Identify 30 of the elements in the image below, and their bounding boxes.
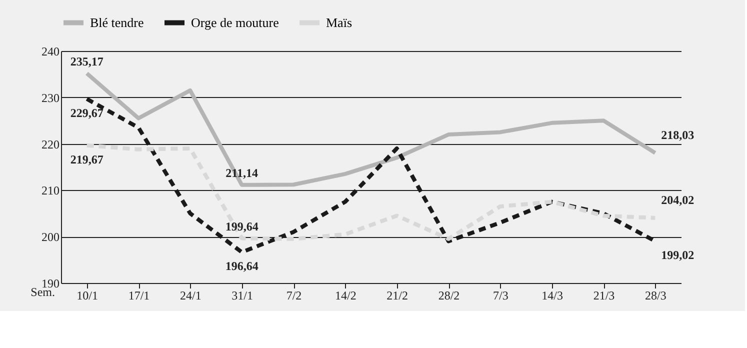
x-tick-label: 21/3 — [593, 288, 615, 302]
x-tick-label: 14/2 — [334, 288, 356, 302]
y-tick-label: 190 — [42, 276, 60, 290]
legend-label: Orge de mouture — [191, 14, 280, 30]
data-label: 199,02 — [661, 248, 694, 262]
data-label: 219,67 — [70, 152, 104, 166]
y-tick-label: 230 — [42, 90, 60, 105]
data-label: 199,64 — [225, 219, 258, 234]
x-tick-label: 21/2 — [386, 288, 408, 302]
x-tick-label: 28/3 — [644, 288, 666, 302]
x-tick-label: 28/2 — [438, 288, 460, 302]
x-tick-label: 7/3 — [492, 288, 508, 302]
y-tick-label: 240 — [42, 44, 60, 58]
data-label: 229,67 — [70, 106, 104, 120]
x-tick-label: 17/1 — [128, 288, 150, 302]
x-tick-label: 14/3 — [542, 288, 564, 302]
x-tick-label: 31/1 — [232, 288, 254, 302]
data-label: 218,03 — [661, 128, 694, 142]
legend-label: Maïs — [326, 14, 352, 30]
data-label: 235,17 — [70, 54, 104, 68]
x-tick-label: 24/1 — [180, 288, 202, 302]
legend-label: Blé tendre — [90, 14, 144, 30]
x-tick-label: 10/1 — [76, 288, 98, 302]
x-tick-label: 7/2 — [286, 288, 302, 302]
data-label: 204,02 — [661, 192, 694, 207]
data-label: 211,14 — [226, 166, 258, 180]
y-tick-label: 220 — [42, 137, 60, 152]
y-tick-label: 210 — [42, 184, 60, 198]
data-label: 196,64 — [225, 259, 258, 274]
y-tick-label: 200 — [42, 230, 60, 244]
